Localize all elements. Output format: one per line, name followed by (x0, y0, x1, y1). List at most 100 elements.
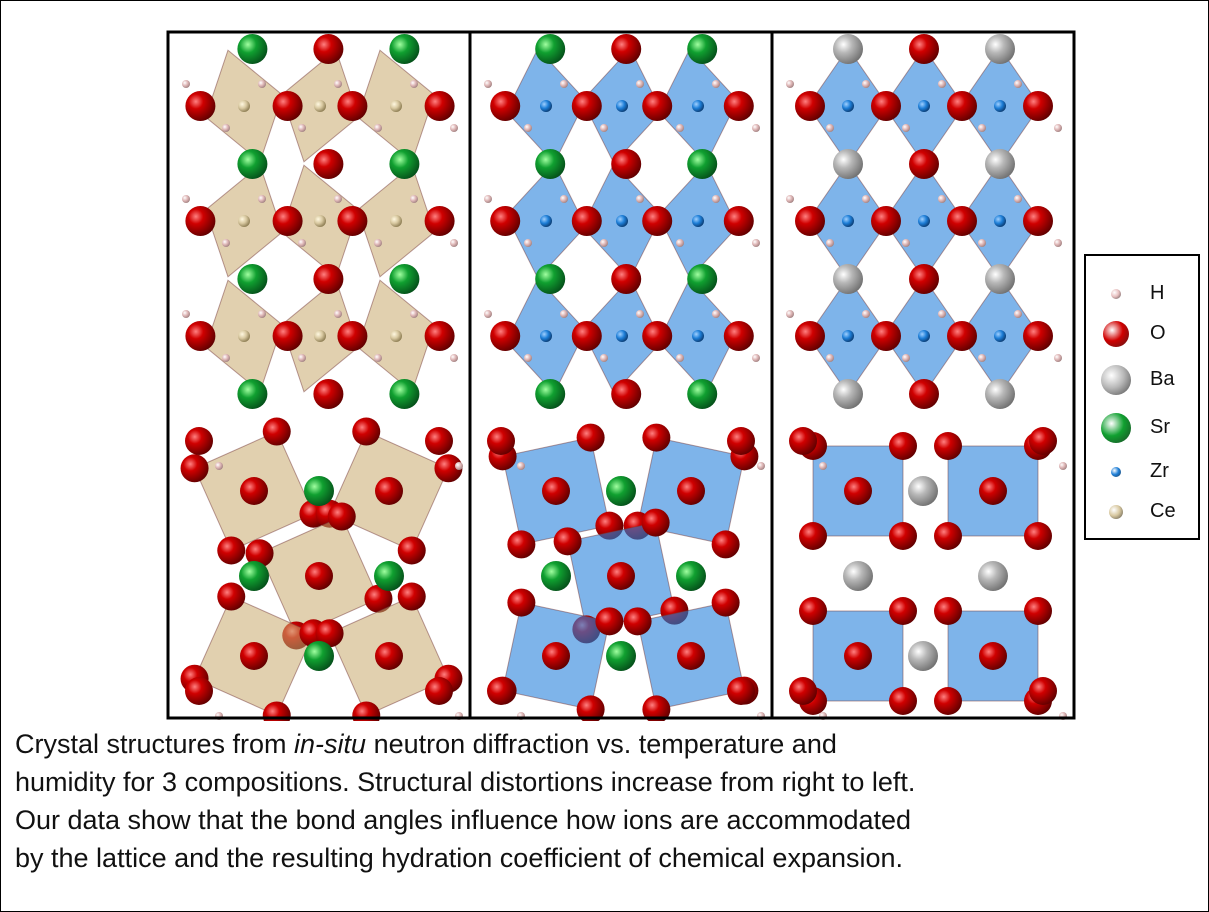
atom (298, 239, 306, 247)
atom (934, 432, 962, 460)
legend-swatch (1109, 505, 1123, 519)
atom (554, 527, 582, 555)
atom (889, 597, 917, 625)
atom (611, 34, 641, 64)
atom (636, 310, 644, 318)
atom (606, 641, 636, 671)
atom (185, 206, 215, 236)
atom (908, 641, 938, 671)
atom (985, 379, 1015, 409)
atom (994, 215, 1006, 227)
atom (298, 124, 306, 132)
atom (676, 239, 684, 247)
atom (455, 462, 463, 470)
atom (390, 330, 402, 342)
atom (843, 561, 873, 591)
caption-text: Crystal structures from (15, 729, 294, 759)
atom (304, 641, 334, 671)
atom (871, 206, 901, 236)
atom (692, 215, 704, 227)
atom (677, 642, 705, 670)
atom (389, 264, 419, 294)
legend-item: Ba (1086, 360, 1198, 400)
atom (484, 310, 492, 318)
atom (572, 206, 602, 236)
legend-label: H (1150, 282, 1164, 305)
atom (1023, 206, 1053, 236)
legend-swatch (1111, 289, 1121, 299)
atom (677, 477, 705, 505)
atom (938, 310, 946, 318)
atom (985, 264, 1015, 294)
atom (334, 310, 342, 318)
legend-label: Sr (1150, 416, 1170, 439)
atom (273, 91, 303, 121)
atom (572, 321, 602, 351)
atom (450, 239, 458, 247)
caption-text: humidity for 3 compositions. Structural … (15, 767, 915, 797)
atom (1054, 124, 1062, 132)
atom (642, 509, 670, 537)
atom (676, 124, 684, 132)
caption-line: Our data show that the bond angles influ… (15, 801, 915, 839)
atom (909, 149, 939, 179)
atom (425, 427, 453, 455)
atom (799, 597, 827, 625)
atom (826, 239, 834, 247)
atom (314, 100, 326, 112)
atom (636, 195, 644, 203)
atom (642, 321, 672, 351)
atom (217, 536, 245, 564)
legend-swatch (1101, 365, 1131, 395)
atom (833, 149, 863, 179)
legend-item: Sr (1086, 408, 1198, 448)
crystal-figure (1, 1, 1209, 721)
atom (1024, 522, 1052, 550)
atom (1054, 354, 1062, 362)
atom (240, 642, 268, 670)
atom (540, 100, 552, 112)
atom (947, 91, 977, 121)
atom (238, 330, 250, 342)
atom (844, 477, 872, 505)
atom (1059, 462, 1067, 470)
legend-item: Zr (1086, 452, 1198, 492)
atom (1054, 239, 1062, 247)
atom (182, 310, 190, 318)
atom (752, 124, 760, 132)
atom (902, 124, 910, 132)
atom (606, 476, 636, 506)
atom (799, 522, 827, 550)
atom (978, 124, 986, 132)
atom (337, 91, 367, 121)
atom (712, 80, 720, 88)
atom (938, 80, 946, 88)
atom (185, 91, 215, 121)
atom (934, 687, 962, 715)
atom (304, 476, 334, 506)
atom (560, 310, 568, 318)
atom (616, 330, 628, 342)
atom (889, 687, 917, 715)
atom (425, 91, 455, 121)
atom (185, 427, 213, 455)
atom (842, 215, 854, 227)
atom (425, 677, 453, 705)
atom (789, 677, 817, 705)
atom (507, 530, 535, 558)
atom (624, 607, 652, 635)
atom (687, 34, 717, 64)
atom (902, 239, 910, 247)
atom (752, 239, 760, 247)
atom (938, 195, 946, 203)
atom (237, 379, 267, 409)
atom (842, 330, 854, 342)
atom (712, 530, 740, 558)
atom (979, 477, 1007, 505)
atom (1014, 80, 1022, 88)
atom (862, 195, 870, 203)
atom (1024, 597, 1052, 625)
caption-text: by the lattice and the resulting hydrati… (15, 843, 903, 873)
atom (978, 354, 986, 362)
legend-label: Ba (1150, 368, 1174, 391)
